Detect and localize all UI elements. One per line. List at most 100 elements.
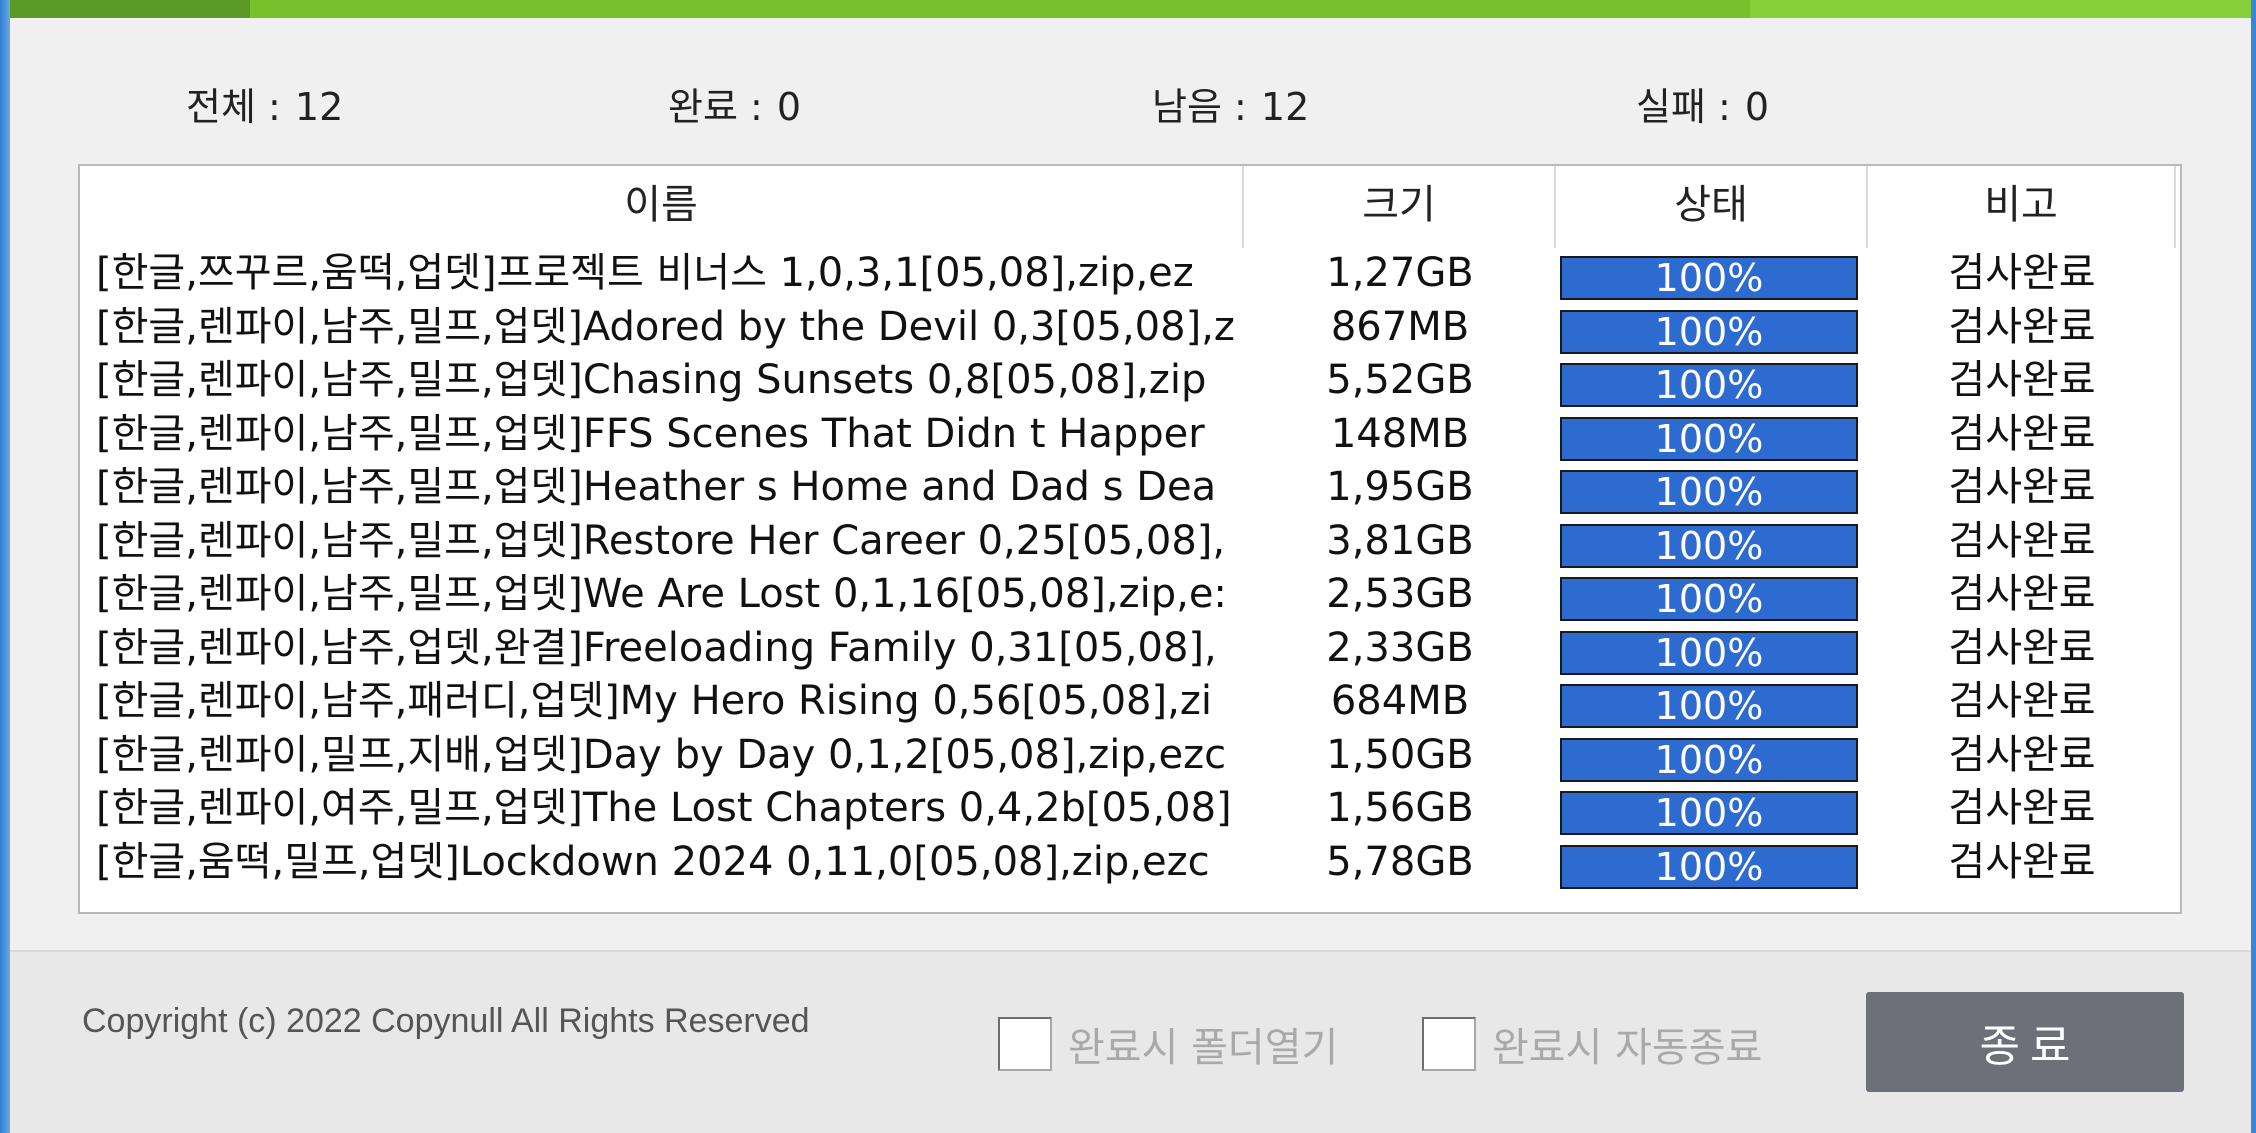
column-header-name[interactable]: 이름 [80, 166, 1244, 248]
footer: Copyright (c) 2022 Copynull All Rights R… [10, 952, 2251, 1133]
progress-fill [1562, 258, 1856, 298]
auto-exit-option[interactable]: 완료시 자동종료 [1422, 1014, 1762, 1074]
note-cell: 검사완료 [1948, 785, 2096, 831]
status-cell: 100% [1556, 462, 1868, 516]
table-row[interactable]: [한글,렌파이,남주,밀프,업뎃]Heather s Home and Dad … [80, 462, 2180, 516]
progress-bar: 100% [1560, 523, 1858, 568]
progress-bar: 100% [1560, 363, 1858, 407]
note-cell: 검사완료 [1948, 838, 2096, 885]
progress-fill [1562, 418, 1856, 459]
file-size-cell: 1,95GB [1326, 464, 1474, 510]
stat-fail-value: 0 [1744, 85, 1770, 129]
progress-text: 100% [1654, 470, 1764, 514]
status-cell: 100% [1556, 302, 1868, 356]
progress-bar: 100% [1560, 791, 1858, 835]
file-size-cell: 2,53GB [1326, 571, 1474, 617]
progress-text: 100% [1654, 791, 1764, 835]
status-cell: 100% [1556, 516, 1868, 570]
status-cell: 100% [1556, 355, 1868, 409]
status-cell: 100% [1556, 409, 1868, 463]
status-cell: 100% [1556, 730, 1868, 784]
file-size-cell: 2,33GB [1326, 624, 1474, 671]
stats-bar: 전체 : 12 완료 : 0 남음 : 12 실패 : 0 [0, 76, 2256, 136]
progress-bar: 100% [1560, 737, 1858, 782]
stat-remain-label: 남음 : [1152, 85, 1247, 129]
progress-bar: 100% [1560, 416, 1858, 461]
file-name-cell: [한글,렌파이,남주,밀프,업뎃]Adored by the Devil 0,3… [96, 303, 1235, 350]
progress-fill [1562, 846, 1856, 887]
stat-fail: 실패 : 0 [1636, 76, 1769, 131]
table-row[interactable]: [한글,렌파이,남주,밀프,업뎃]Chasing Sunsets 0,8[05,… [80, 355, 2180, 409]
progress-text: 100% [1654, 630, 1764, 675]
top-accent-dark [10, 0, 250, 18]
table-row[interactable]: [한글,렌파이,남주,업뎃,완결]Freeloading Family 0,31… [80, 623, 2180, 677]
file-name-cell: [한글,렌파이,남주,밀프,업뎃]Restore Her Career 0,25… [96, 517, 1226, 564]
progress-fill [1562, 579, 1856, 619]
note-cell: 검사완료 [1948, 250, 2096, 296]
status-cell: 100% [1556, 783, 1868, 837]
progress-bar: 100% [1560, 844, 1858, 889]
auto-exit-checkbox[interactable] [1422, 1017, 1476, 1071]
progress-fill [1562, 525, 1856, 566]
file-name-cell: [한글,렌파이,남주,밀프,업뎃]Heather s Home and Dad … [96, 464, 1217, 510]
file-size-cell: 5,52GB [1326, 357, 1474, 403]
stat-remain: 남음 : 12 [1152, 76, 1309, 131]
note-cell: 검사완료 [1948, 571, 2096, 617]
column-header-note[interactable]: 비고 [1868, 166, 2176, 248]
file-size-cell: 867MB [1330, 303, 1470, 350]
status-cell: 100% [1556, 676, 1868, 730]
note-cell: 검사완료 [1948, 624, 2096, 671]
file-list[interactable]: 이름 크기 상태 비고 [한글,쯔꾸르,움떡,업뎃]프로젝트 비너스 1,0,3… [78, 164, 2182, 914]
note-cell: 검사완료 [1948, 303, 2096, 350]
progress-bar: 100% [1560, 256, 1858, 300]
column-header-size[interactable]: 크기 [1244, 166, 1556, 248]
window-right-border [2251, 0, 2256, 1133]
note-cell: 검사완료 [1948, 678, 2096, 724]
file-name-cell: [한글,렌파이,남주,업뎃,완결]Freeloading Family 0,31… [96, 624, 1217, 671]
table-row[interactable]: [한글,렌파이,남주,밀프,업뎃]Restore Her Career 0,25… [80, 516, 2180, 570]
open-folder-label[interactable]: 완료시 폴더열기 [1068, 1025, 1339, 1071]
note-cell: 검사완료 [1948, 731, 2096, 778]
footer-divider [10, 950, 2251, 952]
column-header-status[interactable]: 상태 [1556, 166, 1868, 248]
stat-fail-label: 실패 : [1636, 85, 1731, 129]
table-row[interactable]: [한글,렌파이,남주,밀프,업뎃]We Are Lost 0,1,16[05,0… [80, 569, 2180, 623]
file-name-cell: [한글,렌파이,밀프,지배,업뎃]Day by Day 0,1,2[05,08]… [96, 731, 1227, 778]
open-folder-checkbox[interactable] [998, 1017, 1052, 1071]
table-row[interactable]: [한글,렌파이,밀프,지배,업뎃]Day by Day 0,1,2[05,08]… [80, 730, 2180, 784]
status-cell: 100% [1556, 837, 1868, 891]
auto-exit-label[interactable]: 완료시 자동종료 [1492, 1025, 1763, 1071]
stat-done: 완료 : 0 [668, 76, 801, 131]
status-cell: 100% [1556, 248, 1868, 302]
copyright-text: Copyright (c) 2022 Copynull All Rights R… [82, 1002, 810, 1040]
progress-fill [1562, 311, 1856, 352]
progress-text: 100% [1654, 256, 1764, 300]
table-row[interactable]: [한글,렌파이,남주,패러디,업뎃]My Hero Rising 0,56[05… [80, 676, 2180, 730]
table-row[interactable]: [한글,렌파이,여주,밀프,업뎃]The Lost Chapters 0,4,2… [80, 783, 2180, 837]
note-cell: 검사완료 [1948, 464, 2096, 510]
table-row[interactable]: [한글,움떡,밀프,업뎃]Lockdown 2024 0,11,0[05,08]… [80, 837, 2180, 891]
file-name-cell: [한글,렌파이,남주,패러디,업뎃]My Hero Rising 0,56[05… [96, 678, 1212, 724]
top-accent-bar [10, 0, 2251, 18]
table-row[interactable]: [한글,렌파이,남주,밀프,업뎃]FFS Scenes That Didn t … [80, 409, 2180, 463]
note-cell: 검사완료 [1948, 357, 2096, 403]
stat-done-value: 0 [776, 85, 802, 129]
progress-text: 100% [1654, 416, 1764, 461]
file-name-cell: [한글,렌파이,남주,밀프,업뎃]We Are Lost 0,1,16[05,0… [96, 571, 1227, 617]
progress-fill [1562, 472, 1856, 512]
progress-text: 100% [1654, 363, 1764, 407]
note-cell: 검사완료 [1948, 410, 2096, 457]
progress-fill [1562, 739, 1856, 780]
file-name-cell: [한글,쯔꾸르,움떡,업뎃]프로젝트 비너스 1,0,3,1[05,08],zi… [96, 250, 1194, 296]
file-size-cell: 5,78GB [1326, 838, 1474, 885]
file-name-cell: [한글,렌파이,여주,밀프,업뎃]The Lost Chapters 0,4,2… [96, 785, 1232, 831]
progress-bar: 100% [1560, 470, 1858, 514]
file-name-cell: [한글,렌파이,남주,밀프,업뎃]FFS Scenes That Didn t … [96, 410, 1205, 457]
exit-button[interactable]: 종료 [1866, 992, 2184, 1092]
list-rows: [한글,쯔꾸르,움떡,업뎃]프로젝트 비너스 1,0,3,1[05,08],zi… [80, 248, 2180, 890]
file-size-cell: 1,27GB [1326, 250, 1474, 296]
open-folder-option[interactable]: 완료시 폴더열기 [998, 1014, 1338, 1074]
file-size-cell: 684MB [1330, 678, 1470, 724]
table-row[interactable]: [한글,쯔꾸르,움떡,업뎃]프로젝트 비너스 1,0,3,1[05,08],zi… [80, 248, 2180, 302]
table-row[interactable]: [한글,렌파이,남주,밀프,업뎃]Adored by the Devil 0,3… [80, 302, 2180, 356]
